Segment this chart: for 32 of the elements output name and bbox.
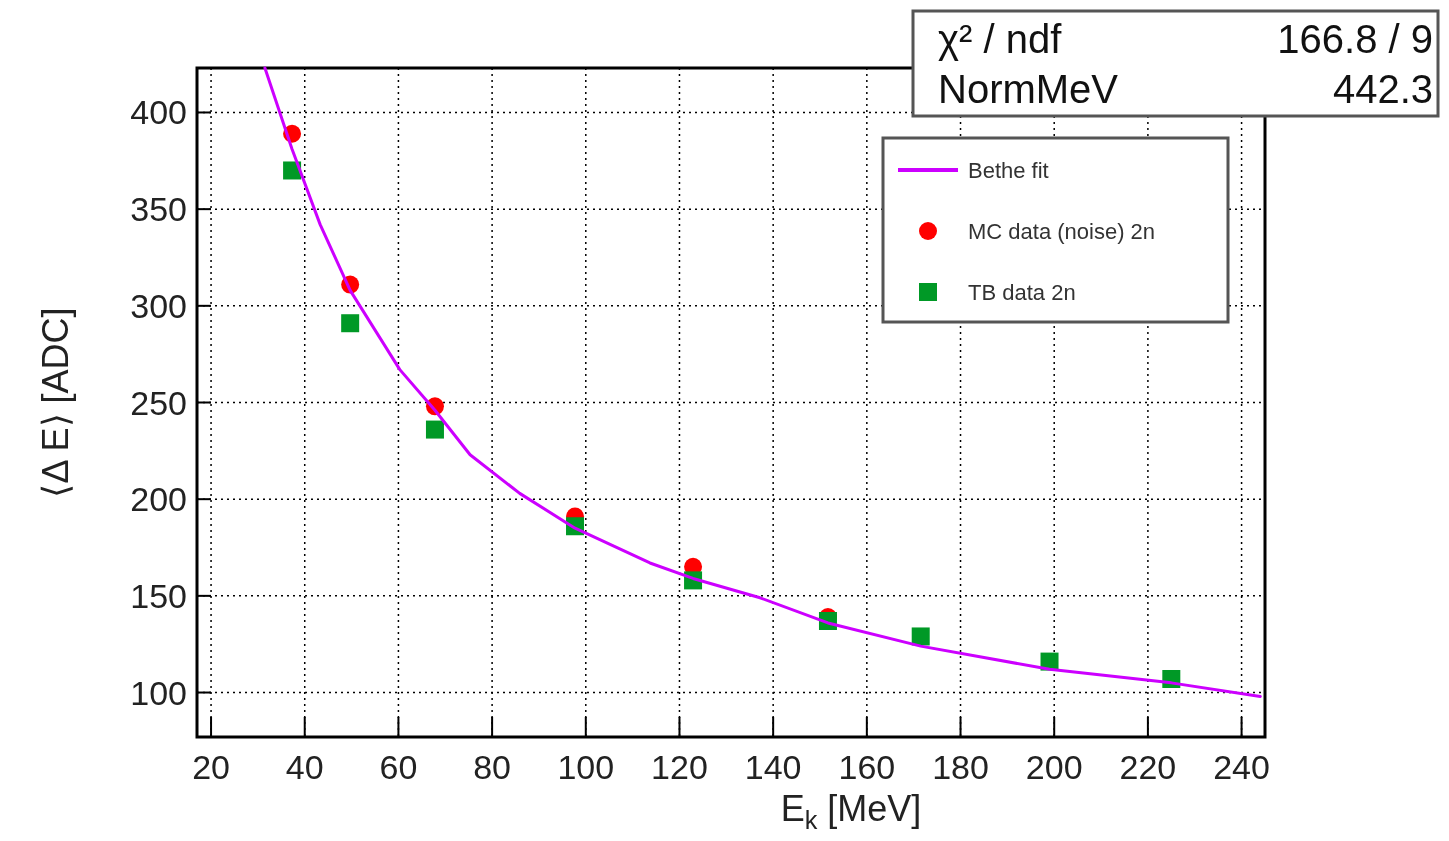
y-tick-label: 100 xyxy=(130,673,187,712)
y-tick-label: 250 xyxy=(130,383,187,422)
x-tick-label: 140 xyxy=(744,748,802,786)
x-tick-label: 60 xyxy=(379,748,418,786)
x-tick-label: 160 xyxy=(838,748,896,786)
x-tick-label: 40 xyxy=(285,748,324,786)
y-tick-label: 300 xyxy=(130,286,187,325)
x-tick-label: 180 xyxy=(932,748,989,786)
y-tick-label: 350 xyxy=(130,190,187,229)
x-tick-label: 100 xyxy=(557,748,615,786)
x-tick-label: 200 xyxy=(1025,748,1083,786)
x-axis-title: E$_{k}$ [MeV] xyxy=(780,788,922,834)
annotation: NormMeV xyxy=(938,67,1119,111)
x-tick-label: 240 xyxy=(1213,748,1270,786)
y-tick-label: 400 xyxy=(130,93,187,132)
legend-label: Bethe fit xyxy=(968,158,1049,183)
x-tick-label: 220 xyxy=(1119,748,1177,786)
text: 442.3 xyxy=(1332,67,1433,111)
x-tick-label: 120 xyxy=(651,748,708,786)
y-tick-label: 200 xyxy=(130,480,187,519)
x-tick-label: 20 xyxy=(192,748,230,786)
x-tick-label: 80 xyxy=(473,748,512,786)
point xyxy=(425,420,444,439)
legend-label: MC data (noise) 2n xyxy=(968,219,1156,244)
text: χ² / ndf xyxy=(938,17,1063,61)
text: 166.8 / 9 xyxy=(1277,17,1433,61)
point xyxy=(341,314,360,333)
y-tick-label: 150 xyxy=(130,576,187,615)
legend-label: TB data 2n xyxy=(968,280,1076,305)
point xyxy=(911,627,930,646)
y-axis-title: ⟨Δ E⟩ [ADC] xyxy=(35,307,76,498)
line-series xyxy=(263,66,1262,698)
